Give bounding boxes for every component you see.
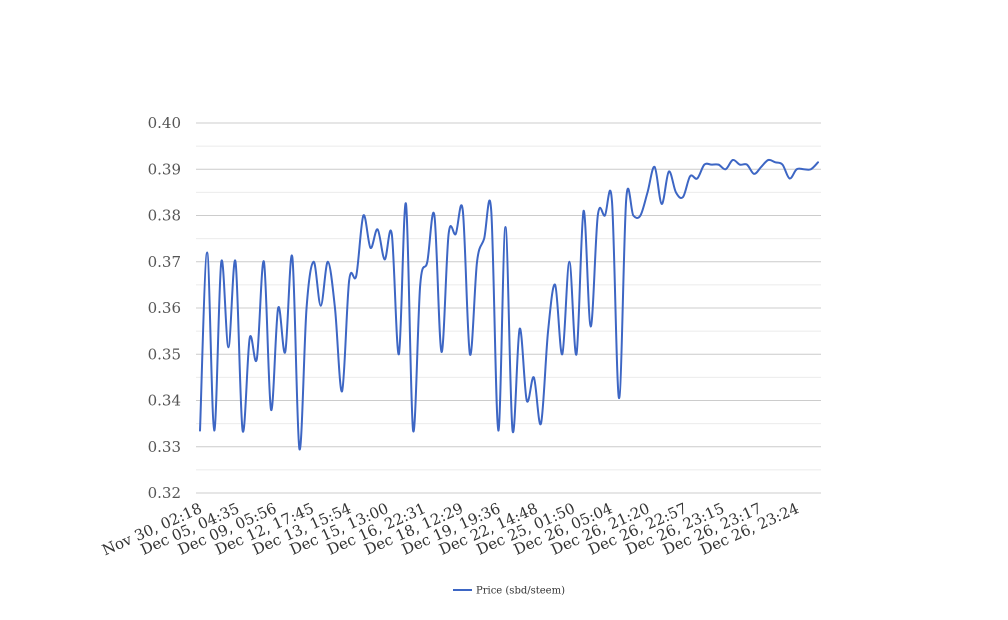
- legend-label: Price (sbd/steem): [476, 586, 565, 597]
- y-tick-label: 0.33: [148, 438, 181, 456]
- y-tick-label: 0.32: [148, 484, 181, 502]
- y-tick-label: 0.37: [148, 253, 181, 271]
- series-layer: [199, 158, 819, 451]
- series-line-price: [199, 158, 819, 451]
- y-tick-label: 0.34: [148, 392, 181, 410]
- legend: Price (sbd/steem): [453, 586, 565, 597]
- y-tick-label: 0.39: [148, 160, 181, 178]
- y-tick-label: 0.40: [148, 114, 181, 132]
- y-tick-label: 0.35: [148, 345, 181, 363]
- y-tick-label: 0.36: [148, 299, 181, 317]
- y-tick-label: 0.38: [148, 207, 181, 225]
- y-axis-ticks: 0.40 0.39 0.38 0.37 0.36 0.35 0.34 0.33 0.32: [148, 114, 181, 502]
